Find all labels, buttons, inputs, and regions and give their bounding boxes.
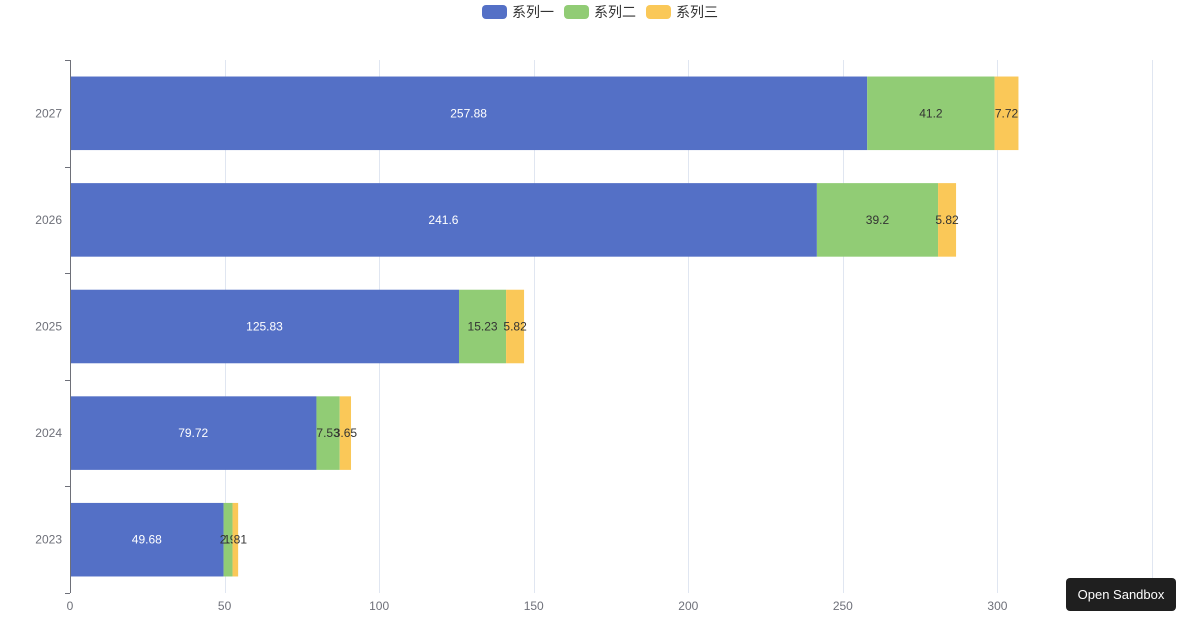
bar-segment[interactable] (339, 396, 352, 470)
axes: 0 50 100 150 200 250 300 2023 2024 2025 2026 2027 (35, 60, 1008, 613)
y-tick-label: 2023 (35, 533, 62, 547)
open-sandbox-button[interactable]: Open Sandbox (1066, 578, 1176, 611)
legend[interactable]: 系列一 系列二 系列三 (482, 4, 718, 20)
bar-segment[interactable] (70, 502, 224, 577)
bar-value-label: 49.68 (132, 533, 162, 547)
x-tick-label: 250 (833, 599, 853, 613)
legend-swatch (482, 5, 507, 19)
legend-item[interactable]: 系列二 (564, 4, 636, 20)
x-tick-label: 150 (524, 599, 544, 613)
x-tick-label: 300 (987, 599, 1007, 613)
bar-value-label: 15.23 (468, 320, 498, 334)
legend-label: 系列三 (676, 4, 718, 20)
x-tick-label: 0 (67, 599, 74, 613)
bar-segment[interactable] (70, 289, 459, 364)
bar-segment[interactable] (816, 183, 939, 257)
bar-segment[interactable] (938, 183, 957, 257)
bar-value-label: 1.81 (224, 533, 248, 547)
legend-swatch (564, 5, 589, 19)
bar-segment[interactable] (458, 289, 507, 364)
x-tick-label: 200 (678, 599, 698, 613)
bar-segment[interactable] (506, 289, 525, 364)
bar-segment[interactable] (70, 183, 817, 257)
bar-value-label: 241.6 (428, 213, 458, 227)
y-tick-label: 2026 (35, 213, 62, 227)
bar-value-label: 79.72 (178, 426, 208, 440)
bar-value-label: 5.82 (935, 213, 959, 227)
y-tick-label: 2027 (35, 106, 62, 120)
bar-value-label: 5.82 (503, 320, 527, 334)
bars: 49.68 2.91.81 79.72 7.533.65 125.83 15.23 5.82… (70, 76, 1019, 577)
legend-item[interactable]: 系列一 (482, 4, 554, 20)
y-tick-label: 2024 (35, 426, 62, 440)
bar-segment[interactable] (316, 396, 340, 470)
x-tick-label: 100 (369, 599, 389, 613)
bar-value-label: 7.72 (995, 106, 1019, 120)
bar-value-label: 257.88 (450, 106, 487, 120)
x-tick-label: 50 (218, 599, 232, 613)
legend-label: 系列二 (594, 4, 636, 20)
bar-segment[interactable] (70, 396, 317, 470)
legend-swatch (646, 5, 671, 19)
legend-label: 系列一 (512, 4, 554, 20)
y-tick-label: 2025 (35, 320, 62, 334)
bar-value-label: 125.83 (246, 320, 283, 334)
bar-segment[interactable] (223, 502, 233, 577)
bar-segment[interactable] (994, 76, 1019, 151)
bar-value-label: 7.53 (316, 426, 340, 440)
bar-segment[interactable] (867, 76, 995, 151)
bar-value-label: 41.2 (919, 106, 943, 120)
bar-segment[interactable] (232, 502, 239, 577)
legend-item[interactable]: 系列三 (646, 4, 718, 20)
bar-value-label: 39.2 (866, 213, 890, 227)
bar-value-label: 2.9 (220, 533, 237, 547)
bar-segment[interactable] (70, 76, 868, 151)
bar-value-label: 3.65 (334, 426, 358, 440)
